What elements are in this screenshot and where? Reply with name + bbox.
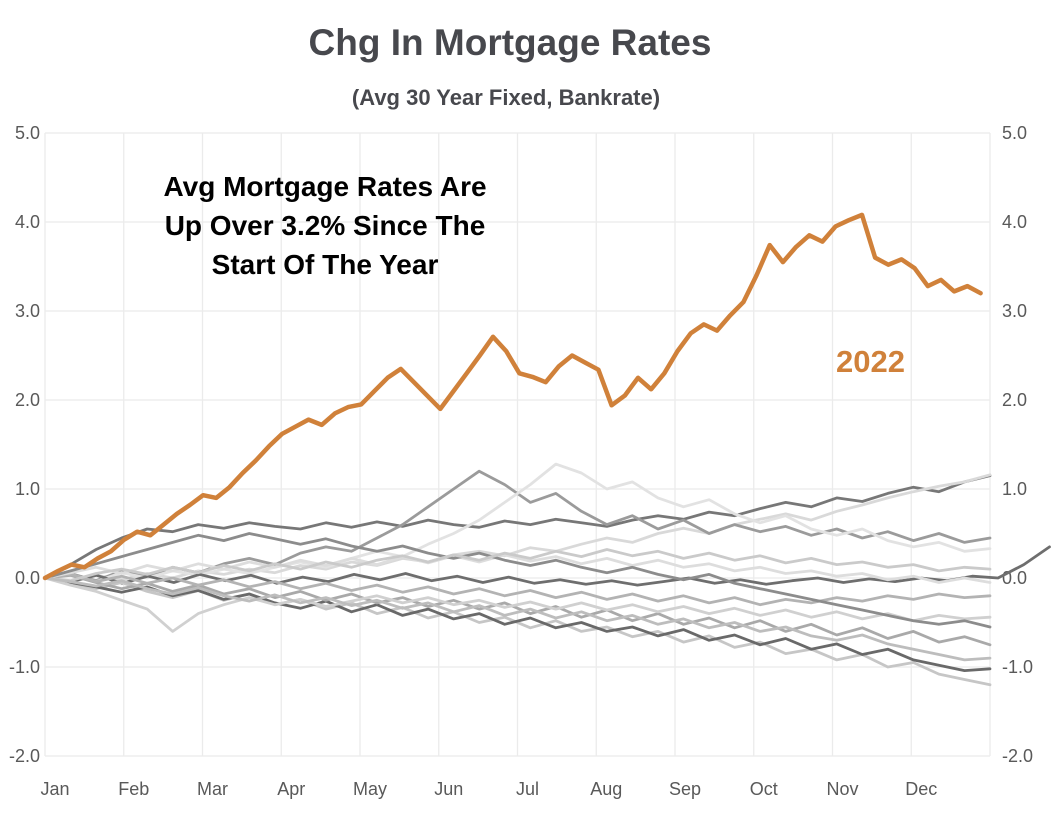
y-axis-label-left: 4.0 xyxy=(14,212,40,232)
y-axis-label-left: -2.0 xyxy=(8,746,40,766)
annotation-text: Avg Mortgage Rates Are Up Over 3.2% Sinc… xyxy=(95,167,555,284)
chart-title: Chg In Mortgage Rates xyxy=(308,22,712,63)
y-axis-label-right: -2.0 xyxy=(1002,746,1034,766)
y-axis-label-left: -1.0 xyxy=(8,657,40,677)
y-axis-label-left: 0.0 xyxy=(14,568,40,588)
annotation-line-2: Up Over 3.2% Since The xyxy=(164,210,486,241)
y-axis-label-right: 3.0 xyxy=(1002,301,1028,321)
x-axis-label-sep: Sep xyxy=(668,779,702,799)
y-axis-label-right: 2.0 xyxy=(1002,390,1028,410)
y-axis-label-left: 3.0 xyxy=(14,301,40,321)
x-axis-label-oct: Oct xyxy=(749,779,778,799)
y-axis-label-right: -1.0 xyxy=(1002,657,1034,677)
y-axis-label-right: 5.0 xyxy=(1002,123,1028,143)
y-axis-label-right: 1.0 xyxy=(1002,479,1028,499)
x-axis-label-mar: Mar xyxy=(197,779,228,799)
x-axis-label-apr: Apr xyxy=(277,779,306,799)
chart-subtitle: (Avg 30 Year Fixed, Bankrate) xyxy=(351,85,661,110)
y-axis-label-left: 2.0 xyxy=(14,390,40,410)
y-axis-label-right: 0.0 xyxy=(1002,568,1028,588)
x-axis-label-may: May xyxy=(352,779,387,799)
annotation-line-1: Avg Mortgage Rates Are xyxy=(163,171,487,202)
x-axis-label-jul: Jul xyxy=(515,779,539,799)
x-axis-label-dec: Dec xyxy=(905,779,938,799)
y-axis-label-left: 5.0 xyxy=(14,123,40,143)
x-axis-label-feb: Feb xyxy=(118,779,150,799)
series-label-2022: 2022 xyxy=(836,344,905,379)
x-axis-label-jan: Jan xyxy=(40,779,70,799)
x-axis-label-nov: Nov xyxy=(826,779,859,799)
x-axis-label-jun: Jun xyxy=(434,779,464,799)
annotation-line-3: Start Of The Year xyxy=(211,249,439,280)
y-axis-label-left: 1.0 xyxy=(14,479,40,499)
x-axis-label-aug: Aug xyxy=(590,779,623,799)
y-axis-label-right: 4.0 xyxy=(1002,212,1028,232)
